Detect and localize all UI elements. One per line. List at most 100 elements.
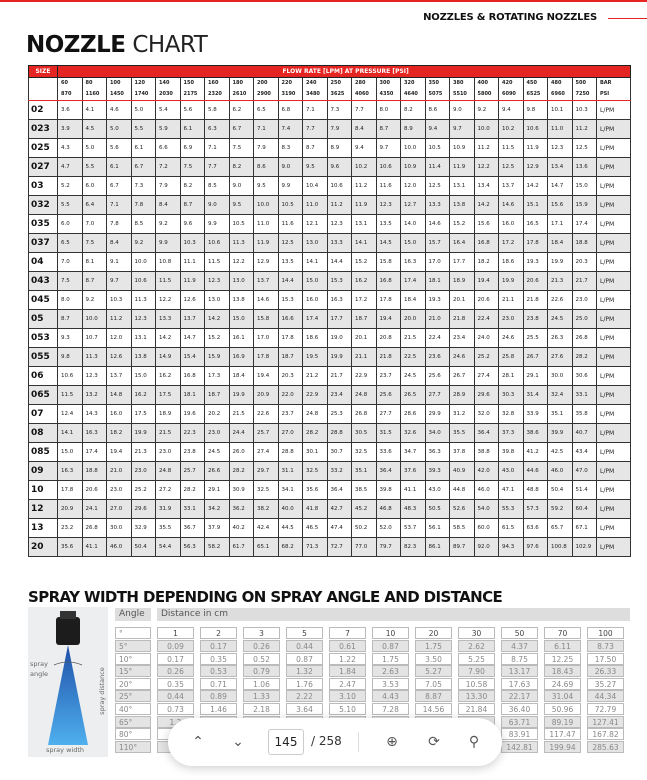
flow-value: 7.0: [57, 252, 83, 272]
flow-value: 6.9: [179, 138, 205, 158]
flow-value: 44.5: [277, 518, 303, 538]
angle-header: Angle: [115, 608, 151, 621]
flow-value: 65.7: [547, 518, 573, 538]
flow-value: 20.2: [204, 404, 230, 424]
spray-width-value: 1.84: [329, 665, 366, 678]
nozzle-size: 023: [28, 119, 58, 139]
psi-value: 1740: [134, 91, 149, 97]
flow-value: 14.1: [351, 233, 377, 253]
spray-width-value: 0.53: [200, 665, 237, 678]
flow-value: 14.1: [302, 252, 328, 272]
flow-value: 6.5: [253, 100, 279, 120]
spray-width-value: 0.09: [157, 640, 194, 652]
unit-cell: L/PM: [595, 518, 632, 538]
search-icon[interactable]: ⚲: [468, 734, 480, 750]
spray-width-value: 2.22: [286, 690, 323, 703]
flow-value: 6.7: [130, 157, 156, 177]
chevron-up-icon[interactable]: ⌃: [192, 734, 204, 750]
flow-value: 7.8: [106, 214, 132, 234]
spray-width-value: 12.25: [544, 652, 581, 665]
spray-width-value: 0.35: [157, 677, 194, 690]
flow-value: 11.9: [351, 195, 377, 215]
flow-value: 34.1: [277, 480, 303, 500]
flow-value: 21.5: [400, 328, 426, 348]
flow-value: 19.9: [228, 385, 254, 405]
spray-width-value: 24.69: [544, 677, 581, 690]
flow-value: 26.0: [228, 442, 254, 462]
flow-value: 89.7: [449, 537, 475, 557]
flow-value: 23.2: [57, 518, 83, 538]
flow-value: 19.9: [326, 347, 352, 367]
spray-width-value: 3.10: [329, 690, 366, 703]
rotate-icon[interactable]: ⟳: [428, 734, 440, 750]
spray-width-value: 0.17: [200, 640, 237, 652]
flow-value: 21.0: [424, 309, 450, 329]
flow-value: 8.7: [375, 119, 401, 139]
flow-value: 22.0: [277, 385, 303, 405]
flow-value: 3.6: [57, 100, 83, 120]
page-total: / 258: [311, 734, 342, 748]
flow-value: 37.6: [400, 461, 426, 481]
flow-value: 21.7: [326, 366, 352, 386]
flow-value: 10.6: [57, 366, 83, 386]
spray-width-value: 8.87: [415, 690, 452, 703]
flow-value: 18.1: [424, 271, 450, 291]
flow-value: 16.9: [228, 347, 254, 367]
flow-value: 10.3: [179, 233, 205, 253]
psi-value: 5800: [477, 91, 492, 97]
pressure-header: 240 3480: [302, 77, 328, 101]
flow-value: 8.2: [400, 100, 426, 120]
psi-value: 1160: [85, 91, 100, 97]
flow-value: 7.7: [204, 157, 230, 177]
unit-cell: L/PM: [595, 309, 632, 329]
zoom-in-icon[interactable]: ⊕: [386, 734, 398, 750]
unit-cell: L/PM: [595, 100, 632, 120]
flow-value: 36.7: [179, 518, 205, 538]
page-number-input[interactable]: [268, 729, 304, 755]
flow-value: 11.5: [204, 252, 230, 272]
flow-value: 22.3: [179, 423, 205, 443]
flow-value: 50.4: [130, 537, 156, 557]
flow-value: 15.8: [253, 309, 279, 329]
flow-value: 7.8: [130, 195, 156, 215]
flow-value: 16.8: [473, 233, 499, 253]
unit-cell: L/PM: [595, 119, 632, 139]
spray-width-value: 1.46: [200, 703, 237, 715]
flow-value: 29.6: [130, 499, 156, 519]
flow-value: 20.1: [351, 328, 377, 348]
flow-value: 9.7: [449, 119, 475, 139]
flow-value: 10.5: [424, 138, 450, 158]
flow-value: 58.2: [204, 537, 230, 557]
pressure-header: 350 5075: [424, 77, 450, 101]
flow-value: 23.0: [204, 423, 230, 443]
spray-width-value: 142.81: [501, 740, 538, 753]
nozzle-size: 085: [28, 442, 58, 462]
spray-width-value: 22.17: [501, 690, 538, 703]
chevron-down-icon[interactable]: ⌄: [232, 734, 244, 750]
flow-value: 5.0: [81, 138, 107, 158]
spray-width-value: 18.43: [544, 665, 581, 678]
flow-value: 11.9: [253, 233, 279, 253]
nozzle-spray-illustration: [48, 611, 88, 745]
flow-value: 33.2: [326, 461, 352, 481]
flow-value: 15.2: [351, 252, 377, 272]
flow-value: 16.4: [449, 233, 475, 253]
flow-value: 29.9: [424, 404, 450, 424]
flow-value: 55.3: [498, 499, 524, 519]
unit-header: BAR PSI: [595, 77, 632, 101]
pressure-header: 450 6525: [522, 77, 548, 101]
nozzle-chart-table: SIZE FLOW RATE [LPM] AT PRESSURE [PSI] 60 8…: [28, 65, 632, 557]
flow-value: 11.9: [179, 271, 205, 291]
flow-value: 15.2: [449, 214, 475, 234]
flow-value: 24.6: [449, 347, 475, 367]
flow-value: 10.9: [400, 157, 426, 177]
flow-value: 10.1: [547, 100, 573, 120]
flow-value: 16.3: [81, 423, 107, 443]
flow-value: 24.0: [473, 328, 499, 348]
flow-value: 43.0: [498, 461, 524, 481]
flow-value: 12.3: [375, 195, 401, 215]
pressure-header: 60 870: [57, 77, 83, 101]
flow-value: 11.1: [179, 252, 205, 272]
spray-width-value: 127.41: [587, 715, 624, 728]
distance-header-cell: 2: [200, 627, 237, 639]
